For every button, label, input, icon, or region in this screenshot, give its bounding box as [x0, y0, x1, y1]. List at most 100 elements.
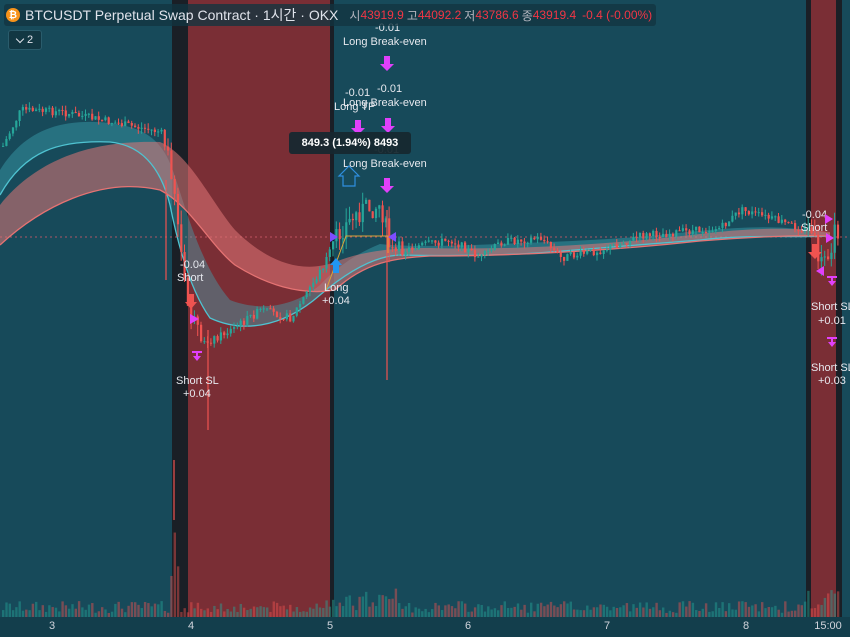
- volume-bar: [536, 603, 539, 617]
- candle-body: [167, 146, 170, 151]
- volume-bar: [668, 610, 671, 617]
- candle-body: [652, 230, 655, 236]
- candle-body: [695, 226, 698, 231]
- volume-bar: [332, 599, 335, 617]
- candle-body: [77, 113, 81, 117]
- volume-bar: [213, 605, 216, 617]
- symbol-title[interactable]: BTCUSDT Perpetual Swap Contract · 1시간 · …: [25, 7, 339, 23]
- volume-bar: [543, 606, 546, 617]
- volume-bar: [295, 607, 299, 617]
- volume-bar: [345, 596, 348, 617]
- candle-body: [592, 249, 595, 256]
- candle-body: [348, 218, 351, 223]
- candle-body: [401, 241, 404, 256]
- candle-body: [605, 249, 609, 251]
- volume-bar: [2, 610, 5, 617]
- candle-body: [361, 203, 364, 223]
- volume-bar: [18, 601, 21, 617]
- candle-body: [25, 107, 28, 110]
- x-tick-label: 3: [48, 620, 56, 632]
- volume-bar: [272, 601, 275, 617]
- volume-bar: [358, 596, 361, 617]
- volume-bar: [731, 609, 734, 617]
- candle-body: [421, 242, 424, 246]
- volume-bar: [609, 610, 612, 617]
- volume-bar: [440, 610, 444, 617]
- x-axis[interactable]: 3 4 5 6 7 8 15:00: [0, 617, 850, 637]
- candle-body: [467, 248, 470, 253]
- candle-body: [513, 237, 516, 245]
- candle-body: [533, 237, 536, 240]
- candle-body: [523, 241, 526, 244]
- arrow-down-icon: [380, 56, 394, 71]
- candle-body: [473, 250, 477, 258]
- candle-body: [655, 230, 658, 238]
- fast-ma-line: [0, 141, 831, 327]
- volume-bar: [391, 598, 394, 617]
- candle-body: [38, 108, 41, 110]
- volume-bar: [44, 611, 48, 617]
- candle-body: [345, 222, 348, 239]
- volume-bar: [500, 605, 503, 617]
- volume-bar: [21, 610, 25, 617]
- volume-bar: [107, 612, 110, 617]
- candle-body: [358, 212, 361, 223]
- candle-body: [770, 216, 774, 219]
- indicator-toggle-button[interactable]: 2: [8, 30, 42, 50]
- signal-label: -0.04: [180, 259, 205, 271]
- volume-bar: [827, 593, 830, 617]
- volume-bar: [226, 608, 229, 617]
- candle-body: [714, 229, 717, 231]
- volume-bar: [384, 596, 388, 617]
- candle-body: [464, 242, 467, 253]
- candle-body: [87, 113, 90, 115]
- volume-bar: [493, 608, 497, 617]
- volume-bar: [450, 606, 454, 617]
- arrow-down-icon: [185, 294, 197, 309]
- volume-bar: [31, 603, 35, 617]
- volume-bar: [563, 601, 566, 617]
- candle-body: [807, 227, 810, 229]
- candle-body: [559, 252, 562, 257]
- volume-bar: [368, 606, 371, 617]
- candle-body: [737, 212, 741, 215]
- volume-bar: [761, 602, 764, 617]
- candle-body: [94, 116, 97, 120]
- low-label: 저: [464, 8, 476, 23]
- candle-body: [678, 230, 681, 232]
- candle-body: [48, 107, 51, 109]
- volume-bar: [180, 611, 183, 617]
- candle-body: [553, 248, 556, 251]
- arrow-up-icon: [827, 276, 837, 286]
- volume-bar: [813, 607, 817, 617]
- volume-bar: [510, 607, 513, 617]
- candle-body: [526, 242, 529, 244]
- signal-long-tp: Long TP -0.01 Long Break-even: [334, 87, 427, 135]
- volume-bar: [157, 604, 160, 617]
- volume-bar: [549, 601, 553, 617]
- candle-body: [21, 107, 24, 111]
- volume-bar: [757, 611, 761, 617]
- arrow-up-icon: [192, 351, 202, 361]
- candle-body: [704, 232, 708, 234]
- candle-body: [170, 150, 173, 180]
- volume-bar: [77, 601, 81, 617]
- volume-bar: [101, 607, 104, 617]
- candle-body: [302, 297, 305, 304]
- volume-bar: [302, 611, 305, 617]
- candle-body: [308, 287, 312, 292]
- volume-bar: [454, 608, 457, 617]
- candle-body: [536, 236, 539, 240]
- candle-body: [602, 250, 605, 254]
- volume-bar: [734, 609, 737, 617]
- volume-bar: [833, 593, 836, 617]
- candle-body: [612, 244, 615, 246]
- candle-body: [662, 233, 665, 238]
- volume-bar: [513, 606, 516, 617]
- volume-bar: [289, 604, 292, 617]
- candle-body: [374, 208, 378, 219]
- x-tick-label: 6: [464, 620, 472, 632]
- volume-bar: [698, 610, 701, 617]
- candle-body: [394, 247, 397, 251]
